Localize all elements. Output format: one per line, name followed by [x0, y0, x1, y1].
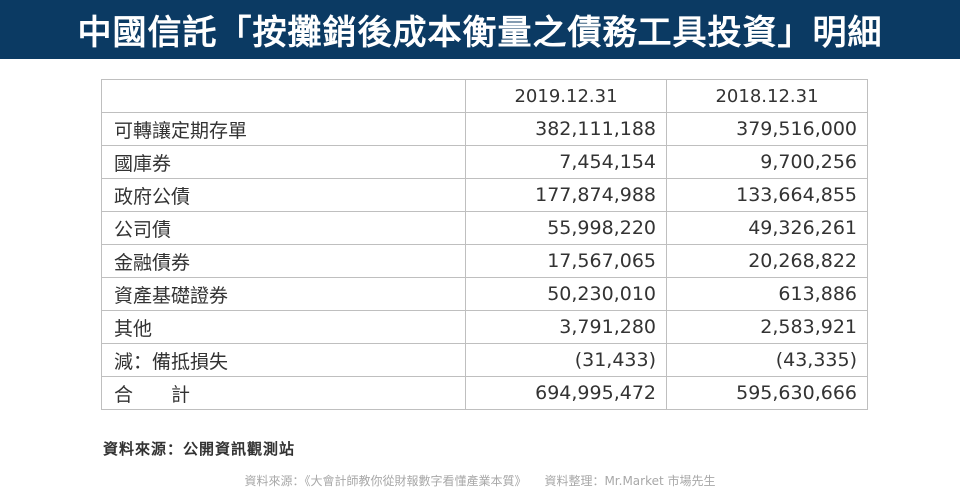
total-value-2018: 595,630,666 — [666, 376, 868, 410]
value-2018: 613,886 — [666, 277, 868, 311]
row-label: 其他 — [101, 310, 466, 344]
table-row: 政府公債 177,874,988 133,664,855 — [101, 178, 868, 212]
value-2018: (43,335) — [666, 343, 868, 377]
data-source-note: 資料來源：公開資訊觀測站 — [103, 440, 296, 458]
value-2019: 177,874,988 — [465, 178, 667, 212]
table-row: 金融債券 17,567,065 20,268,822 — [101, 244, 868, 278]
investment-table-container: 2019.12.31 2018.12.31 可轉讓定期存單 382,111,18… — [101, 79, 868, 410]
row-label: 公司債 — [101, 211, 466, 245]
value-2019: 382,111,188 — [465, 112, 667, 146]
row-label: 可轉讓定期存單 — [101, 112, 466, 146]
investment-table: 2019.12.31 2018.12.31 可轉讓定期存單 382,111,18… — [101, 79, 868, 410]
value-2018: 20,268,822 — [666, 244, 868, 278]
table-row: 國庫券 7,454,154 9,700,256 — [101, 145, 868, 179]
value-2018: 133,664,855 — [666, 178, 868, 212]
row-label: 資產基礎證券 — [101, 277, 466, 311]
table-header-row: 2019.12.31 2018.12.31 — [101, 79, 868, 113]
table-row: 資產基礎證券 50,230,010 613,886 — [101, 277, 868, 311]
value-2018: 9,700,256 — [666, 145, 868, 179]
row-label: 金融債券 — [101, 244, 466, 278]
value-2018: 49,326,261 — [666, 211, 868, 245]
value-2019: 50,230,010 — [465, 277, 667, 311]
header-cell-blank — [101, 79, 466, 113]
table-row: 公司債 55,998,220 49,326,261 — [101, 211, 868, 245]
total-value-2019: 694,995,472 — [465, 376, 667, 410]
table-row: 減：備抵損失 (31,433) (43,335) — [101, 343, 868, 377]
page-title: 中國信託「按攤銷後成本衡量之債務工具投資」明細 — [77, 13, 883, 53]
value-2019: (31,433) — [465, 343, 667, 377]
table-row: 其他 3,791,280 2,583,921 — [101, 310, 868, 344]
header-cell-2018: 2018.12.31 — [666, 79, 868, 113]
total-label: 合 計 — [101, 376, 466, 410]
row-label: 國庫券 — [101, 145, 466, 179]
value-2018: 379,516,000 — [666, 112, 868, 146]
value-2018: 2,583,921 — [666, 310, 868, 344]
title-banner: 中國信託「按攤銷後成本衡量之債務工具投資」明細 — [0, 0, 960, 59]
footer-credit: 資料來源：《大會計師教你從財報數字看懂產業本質》 資料整理：Mr.Market … — [244, 474, 716, 488]
header-cell-2019: 2019.12.31 — [465, 79, 667, 113]
table-row-total: 合 計 694,995,472 595,630,666 — [101, 376, 868, 410]
value-2019: 55,998,220 — [465, 211, 667, 245]
table-row: 可轉讓定期存單 382,111,188 379,516,000 — [101, 112, 868, 146]
row-label: 減：備抵損失 — [101, 343, 466, 377]
value-2019: 17,567,065 — [465, 244, 667, 278]
value-2019: 3,791,280 — [465, 310, 667, 344]
row-label: 政府公債 — [101, 178, 466, 212]
value-2019: 7,454,154 — [465, 145, 667, 179]
